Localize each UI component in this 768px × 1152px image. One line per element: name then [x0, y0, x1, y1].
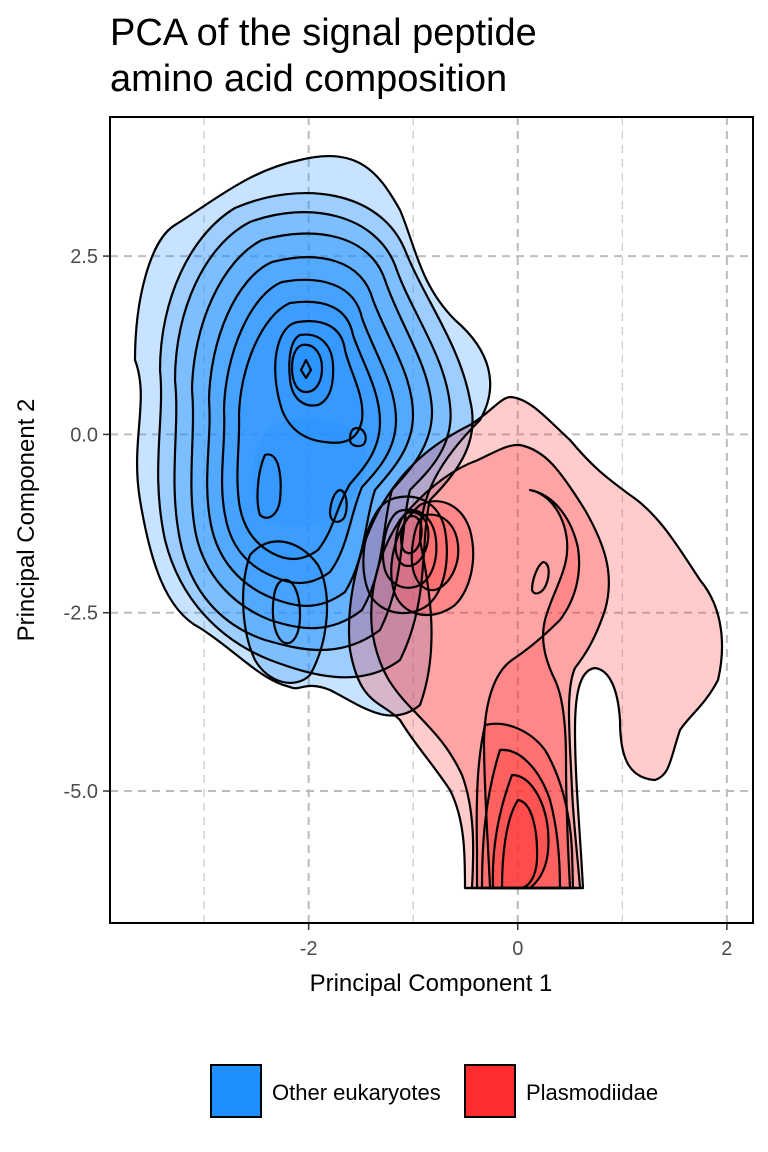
- chart-title-line-1: PCA of the signal peptide: [110, 12, 537, 54]
- chart-title: PCA of the signal peptide amino acid com…: [110, 10, 750, 102]
- other-eukaryotes-density-level-1: [135, 156, 491, 716]
- x-tick-label: -2: [300, 938, 318, 960]
- density-plot: -2 0 2 2.5 0.0 -2.5 -5.0 Principal Component 1…: [13, 116, 754, 997]
- plas-contour-7: [500, 798, 539, 890]
- plas-contour-2: [370, 443, 611, 890]
- legend-swatch-plasmodiidae: [464, 1064, 516, 1118]
- plas-contour-5: [480, 748, 562, 890]
- chart-title-line-2: amino acid composition: [110, 58, 508, 100]
- plasmodiidae-density-level-7: [502, 800, 538, 888]
- plasmodiidae-density-level-2: [371, 444, 609, 888]
- other-eukaryotes-density-core-level-3: [292, 344, 322, 392]
- x-tick-label: 2: [721, 938, 732, 960]
- other-eukaryotes-density-level-6: [222, 279, 396, 583]
- x-axis-label: Principal Component 1: [310, 970, 553, 997]
- euk-contour-3: [173, 211, 452, 652]
- other-eukaryotes-density-level-7: [237, 301, 380, 559]
- density-contour-lines: [133, 154, 724, 890]
- other-eukaryotes-density-level-4: [191, 233, 433, 629]
- y-tick-label: 2.5: [70, 246, 98, 268]
- other-eukaryotes-density-level-5: [207, 257, 413, 606]
- euk-contour-6: [221, 278, 398, 584]
- euk-contour-7: [236, 300, 382, 561]
- euk-contour-2: [157, 192, 474, 679]
- euk-contour-core-3: [290, 343, 324, 394]
- euk-contour-1: [133, 154, 492, 717]
- plas-contour-1: [347, 395, 724, 890]
- euk-contour-4: [190, 232, 434, 630]
- euk-contour-lower-lobe: [242, 540, 329, 684]
- y-tick-label: -2.5: [64, 603, 98, 625]
- plasmodiidae-density-level-5: [482, 749, 560, 888]
- legend-item-plasmodiidae: Plasmodiidae: [464, 1064, 684, 1122]
- euk-contour-cluster-2: [381, 508, 438, 589]
- plas-contour-8: [390, 500, 475, 617]
- panel-border: [109, 116, 754, 924]
- plas-contour-9: [410, 513, 460, 592]
- other-eukaryotes-density-level-2: [158, 193, 473, 678]
- euk-contour-small-left: [256, 453, 282, 519]
- euk-contour-core-2: [288, 333, 335, 407]
- other-eukaryotes-density-level-9: [243, 541, 328, 683]
- euk-contour-cluster-3: [394, 510, 430, 568]
- legend-swatch-other-eukaryotes: [210, 1064, 262, 1118]
- euk-contour-cluster-1: [362, 495, 448, 615]
- euk-contour-lower-lobe-inner: [271, 578, 302, 645]
- legend: Other eukaryotes Plasmodiidae: [0, 1064, 768, 1124]
- plas-peak-marker: [530, 560, 550, 595]
- plas-contour-4: [475, 722, 575, 890]
- euk-peak-marker: [299, 358, 313, 380]
- y-tick-label: -5.0: [64, 781, 98, 803]
- plas-contour-6: [491, 773, 550, 890]
- x-tick-label: 0: [512, 938, 523, 960]
- euk-contour-5: [206, 256, 415, 607]
- legend-item-other-eukaryotes: Other eukaryotes: [210, 1064, 460, 1122]
- other-eukaryotes-density: [135, 156, 491, 716]
- grid-lines: [110, 117, 753, 923]
- euk-contour-small-mid: [328, 488, 348, 523]
- legend-label-plasmodiidae: Plasmodiidae: [526, 1080, 659, 1105]
- axes: -2 0 2 2.5 0.0 -2.5 -5.0: [64, 246, 733, 960]
- y-tick-label: 0.0: [70, 424, 98, 446]
- y-axis-label: Principal Component 2: [13, 399, 40, 642]
- legend-label-other-eukaryotes: Other eukaryotes: [272, 1080, 441, 1105]
- euk-contour-core-1: [274, 320, 364, 444]
- euk-contour-small-right: [348, 426, 367, 448]
- plasmodiidae-density-level-6: [492, 775, 549, 888]
